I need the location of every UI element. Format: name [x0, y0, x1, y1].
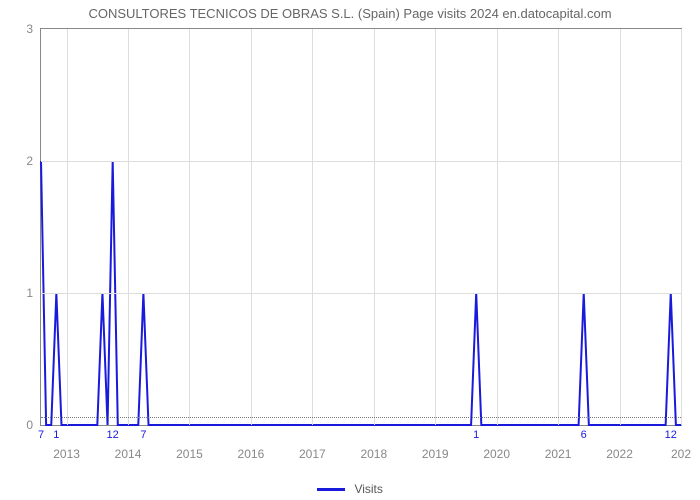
gridline-v — [558, 29, 559, 425]
spike-value-label: 12 — [107, 425, 119, 441]
gridline-v — [128, 29, 129, 425]
gridline-v — [681, 29, 682, 425]
x-tick-year: 2015 — [176, 425, 203, 461]
legend-swatch — [317, 488, 345, 491]
x-tick-year: 2016 — [238, 425, 265, 461]
x-tick-year: 2021 — [545, 425, 572, 461]
gridline-h — [41, 161, 681, 162]
gridline-v — [497, 29, 498, 425]
x-tick-year: 2018 — [360, 425, 387, 461]
y-tick-label: 2 — [26, 154, 41, 168]
chart-container: CONSULTORES TECNICOS DE OBRAS S.L. (Spai… — [0, 0, 700, 500]
x-tick-year: 2019 — [422, 425, 449, 461]
spike-value-label: 1 — [53, 425, 59, 441]
chart-line-svg — [41, 29, 681, 425]
x-tick-year: 2017 — [299, 425, 326, 461]
x-tick-year: 2022 — [606, 425, 633, 461]
gridline-v — [435, 29, 436, 425]
dotted-baseline — [41, 417, 681, 418]
spike-value-label: 7 — [140, 425, 146, 441]
gridline-v — [312, 29, 313, 425]
legend: Visits — [0, 482, 700, 496]
gridline-v — [620, 29, 621, 425]
spike-value-label: 7 — [38, 425, 44, 441]
chart-title: CONSULTORES TECNICOS DE OBRAS S.L. (Spai… — [0, 6, 700, 21]
y-tick-label: 1 — [26, 286, 41, 300]
gridline-h — [41, 293, 681, 294]
gridline-v — [374, 29, 375, 425]
spike-value-label: 12 — [665, 425, 677, 441]
x-tick-year: 2020 — [483, 425, 510, 461]
gridline-v — [189, 29, 190, 425]
plot-area: 0123201320142015201620172018201920202021… — [40, 28, 682, 426]
spike-value-label: 1 — [473, 425, 479, 441]
gridline-v — [67, 29, 68, 425]
legend-label: Visits — [354, 482, 382, 496]
y-tick-label: 3 — [26, 22, 41, 36]
spike-value-label: 6 — [581, 425, 587, 441]
gridline-v — [251, 29, 252, 425]
